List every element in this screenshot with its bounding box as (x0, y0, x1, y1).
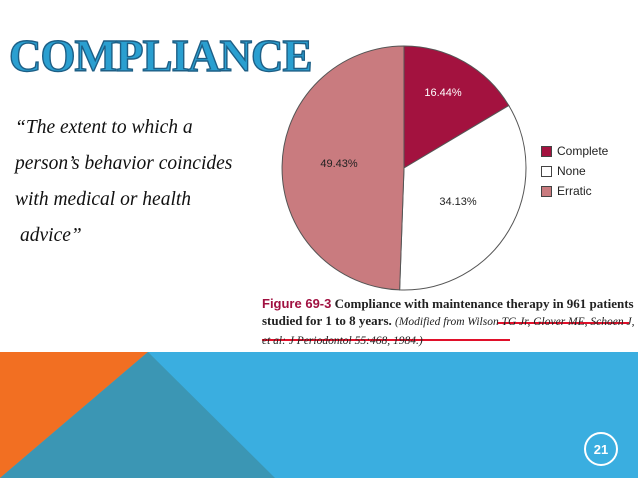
pie-label-none: 34.13% (439, 196, 477, 208)
slide-title: COMPLIANCE (8, 31, 313, 81)
legend-swatch-complete (541, 145, 552, 157)
band-teal-triangle (0, 352, 275, 478)
legend-label-none: None (557, 164, 586, 178)
pie-slice-none (399, 104, 527, 291)
pie-slice-complete (403, 45, 510, 169)
legend-label-erratic: Erratic (557, 184, 592, 198)
legend-label-complete: Complete (557, 144, 609, 158)
legend-item-complete: Complete (541, 141, 608, 161)
legend-item-none: None (541, 161, 608, 181)
legend-item-erratic: Erratic (541, 181, 608, 201)
legend-swatch-erratic (541, 185, 552, 197)
pie-label-erratic: 49.43% (320, 158, 358, 170)
chart-legend: Complete None Erratic (541, 141, 608, 201)
caption-citation: (Modified from Wilson TG Jr, Glover ME, … (262, 316, 635, 347)
bottom-decor-band (0, 352, 638, 478)
quote-line-4: advice” (20, 225, 82, 246)
quote-line-1: “The extent to which a (15, 117, 193, 138)
definition-quote: “The extent to which a person’s behavior… (15, 110, 265, 254)
legend-swatch-none (541, 165, 552, 177)
pie-label-complete: 16.44% (424, 87, 462, 99)
caption-text: Compliance with maintenance therapy in 9… (262, 296, 634, 328)
figure-label: Figure 69-3 (262, 296, 332, 311)
figure-caption: Figure 69-3 Compliance with maintenance … (262, 295, 638, 350)
quote-line-3: with medical or health (15, 189, 192, 210)
page-number-badge: 21 (584, 432, 618, 466)
quote-line-2: person’s behavior coincides (15, 153, 233, 174)
pie-slice-erratic (281, 45, 405, 291)
